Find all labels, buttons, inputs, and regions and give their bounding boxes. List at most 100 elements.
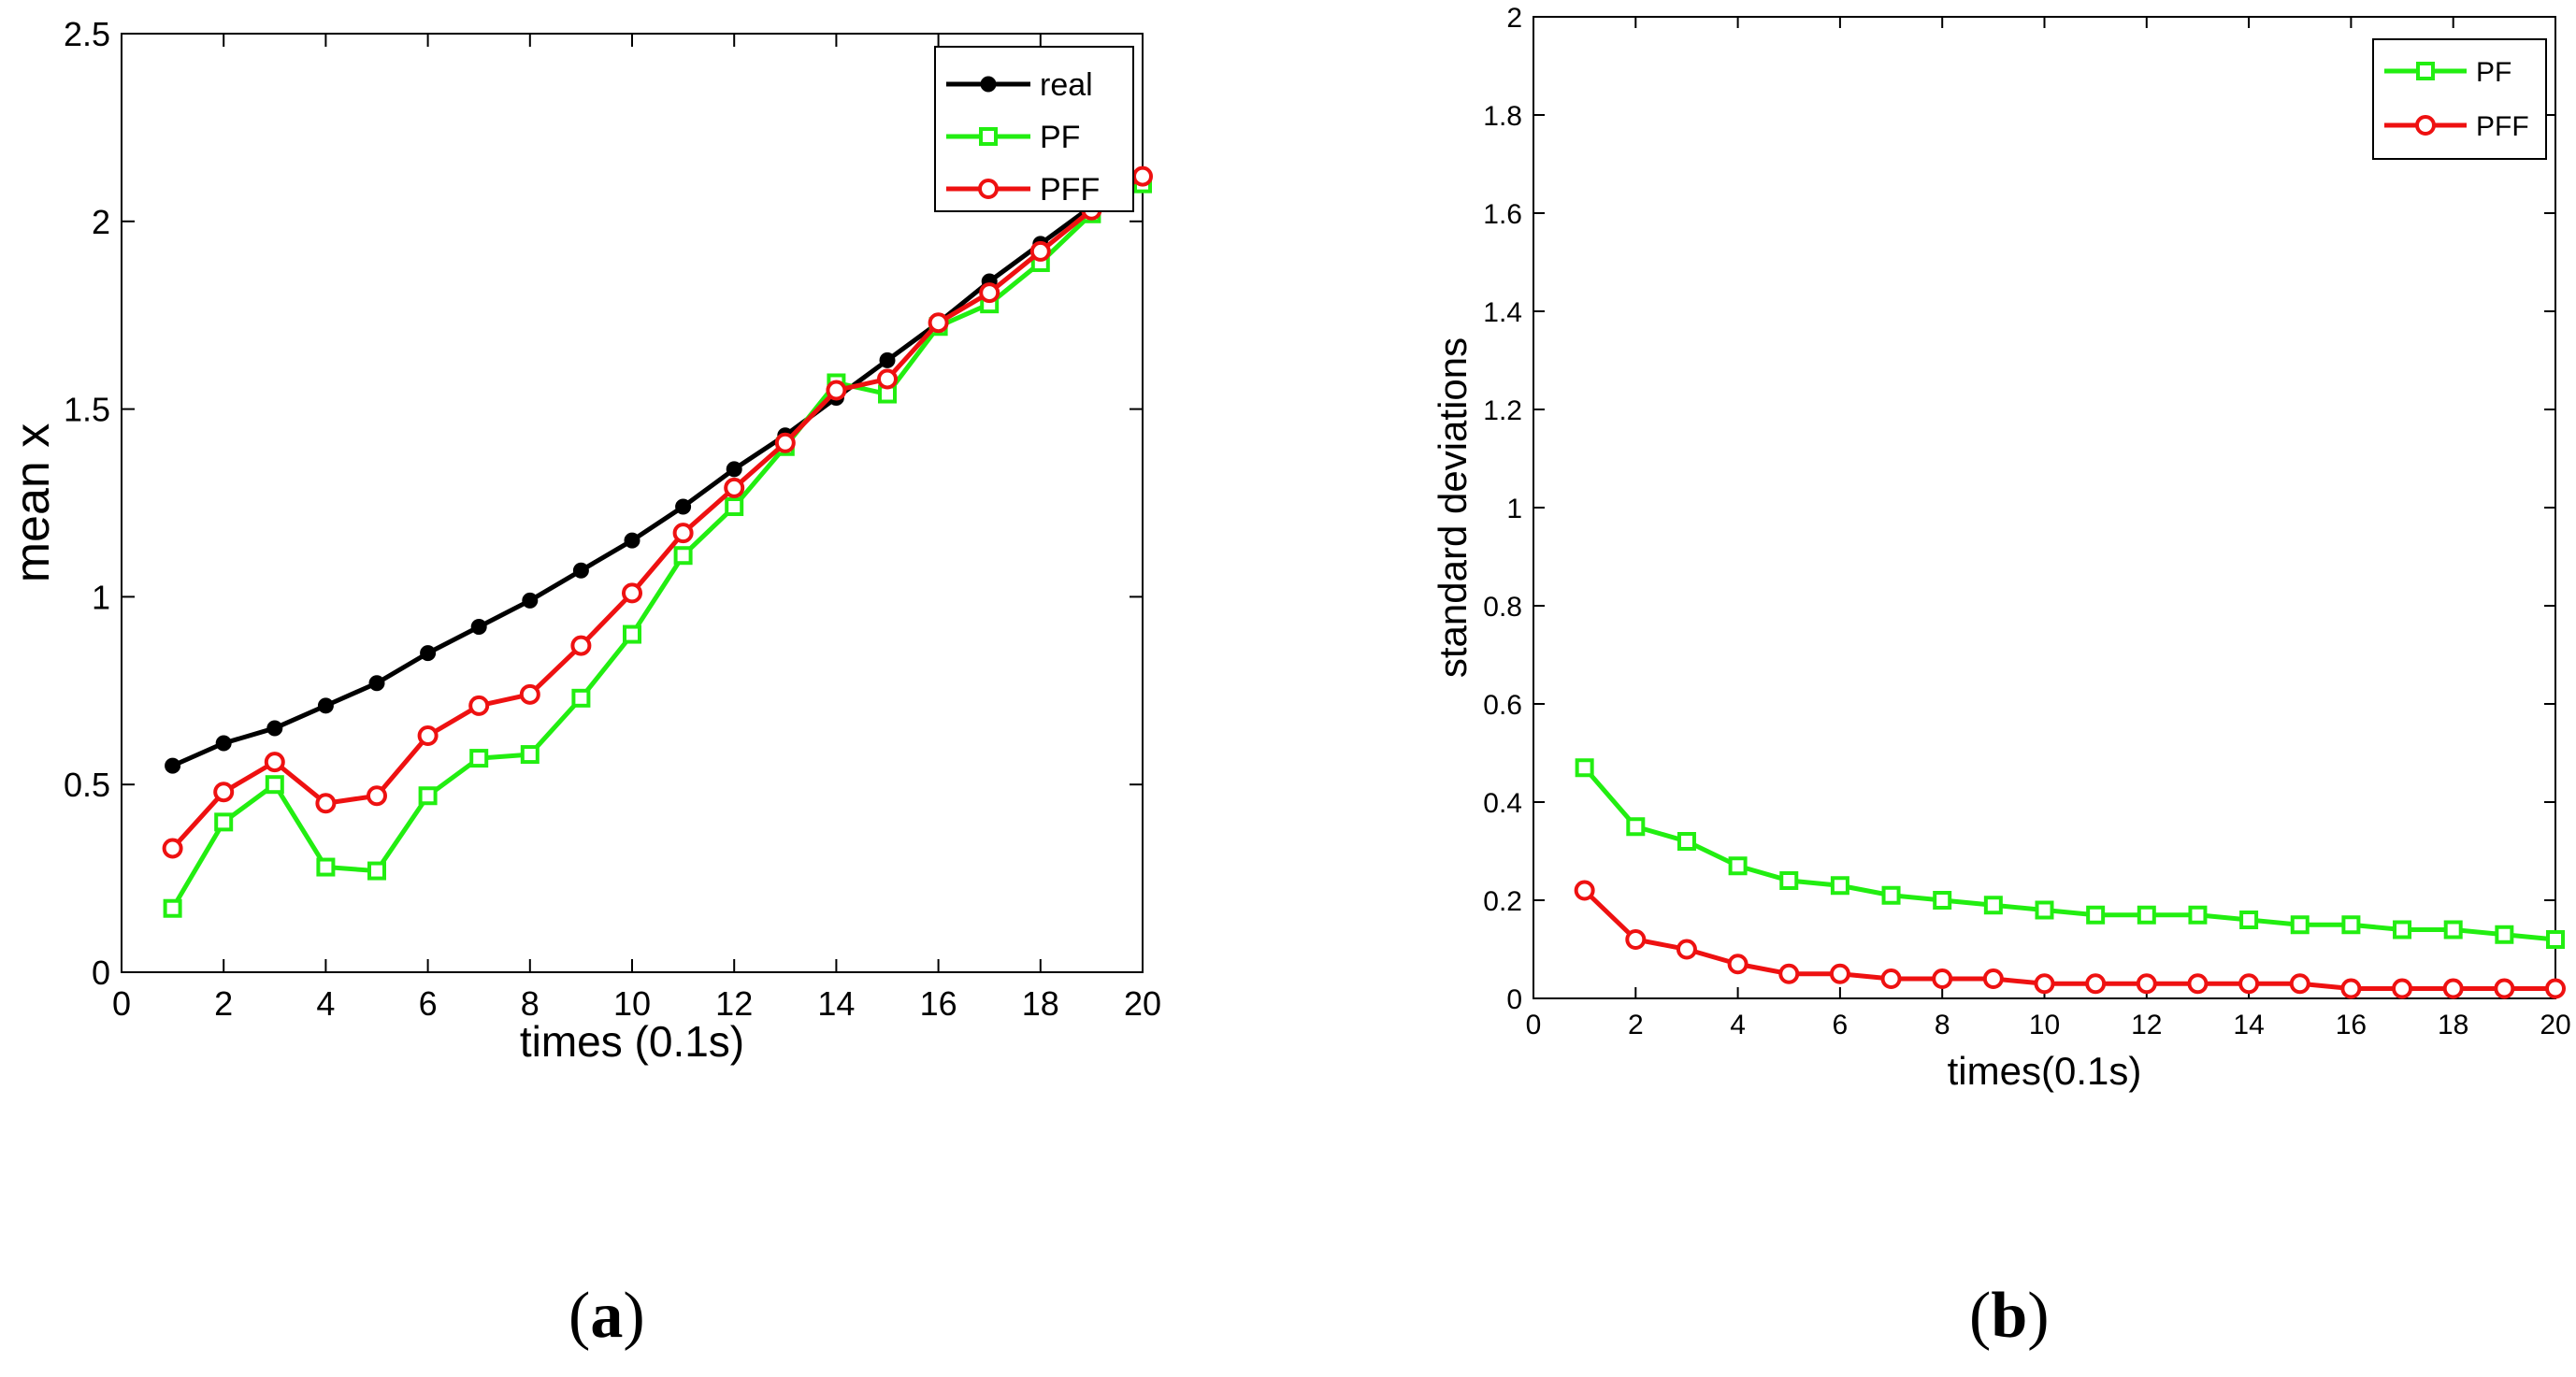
data-point-PFF: [1982, 968, 2004, 989]
y-tick-label: 0.5: [64, 766, 110, 804]
data-point-PF: [571, 688, 591, 708]
data-point-PFF: [1727, 954, 1749, 975]
data-point-PF: [1677, 832, 1696, 851]
y-tick-label: 1: [92, 578, 110, 616]
series-PFF: [1574, 880, 2566, 999]
y-tick-label: 2: [92, 203, 110, 241]
data-point-PF: [2290, 915, 2310, 935]
data-point-PFF: [367, 785, 387, 807]
data-point-PFF: [1880, 968, 1902, 989]
x-tick-label: 6: [1833, 1010, 1849, 1040]
data-point-PF: [418, 786, 438, 806]
data-point-PFF: [622, 582, 642, 604]
data-point-PFF: [979, 282, 1000, 304]
data-point-PF: [367, 861, 386, 881]
data-point-PF: [163, 898, 182, 918]
data-point-real: [266, 720, 283, 737]
data-point-real: [726, 461, 742, 478]
x-tick-label: 0: [112, 984, 131, 1023]
y-tick-label: 1.5: [64, 391, 110, 429]
x-tick-label: 4: [1730, 1010, 1746, 1040]
chart-b: 0 2 4 6 8 10 12 14 16 18 20 0 0.2 0.4 0.6 0.8 1 1.2 1.4 1.6…: [1431, 3, 2571, 1093]
legend-box: [934, 46, 1134, 212]
data-point-PF: [1830, 876, 1849, 896]
data-point-real: [368, 675, 385, 692]
y-axis-label: mean x: [6, 423, 60, 583]
data-point-PF: [2137, 905, 2156, 925]
data-point-PF: [2239, 911, 2259, 929]
data-point-real: [675, 498, 692, 515]
x-axis-label: times(0.1s): [1948, 1049, 2142, 1093]
data-point-real: [165, 757, 181, 774]
data-point-PFF: [2034, 973, 2055, 995]
x-tick-label: 18: [1022, 984, 1059, 1023]
series-real: [165, 176, 1151, 774]
x-tick-label: 16: [920, 984, 957, 1023]
series-PF: [1575, 758, 2565, 949]
data-point-PF: [673, 546, 693, 566]
data-point-PFF: [1574, 880, 1595, 901]
legend-label-PF: PF: [1040, 120, 1080, 155]
data-point-PFF: [2392, 978, 2413, 999]
data-point-PFF: [2442, 978, 2464, 999]
legend-label-PFF: PFF: [2476, 111, 2529, 142]
y-tick-label: 0.4: [1483, 788, 1522, 819]
x-tick-label: 14: [817, 984, 855, 1023]
legend-marker-real: [980, 76, 997, 93]
data-point-PFF: [774, 432, 796, 453]
x-tick-label: 8: [521, 984, 540, 1023]
data-point-PF: [2341, 915, 2361, 935]
data-point-PFF: [570, 635, 592, 656]
legend-marker-PFF: [2415, 115, 2436, 136]
x-tick-label: 10: [613, 984, 651, 1023]
data-point-PFF: [1676, 939, 1697, 960]
series-PFF: [162, 165, 1153, 859]
panel-label-a: (a): [568, 1279, 645, 1354]
y-tick-label: 0.8: [1483, 592, 1522, 623]
data-point-PF: [623, 624, 641, 644]
data-point-PFF: [1829, 963, 1850, 984]
legend-marker-PF: [2416, 62, 2435, 80]
data-point-PF: [469, 749, 489, 768]
y-tick-label: 1.8: [1483, 101, 1522, 132]
y-tick-label: 0.6: [1483, 690, 1522, 721]
data-point-real: [522, 592, 539, 609]
y-axis-label: standard deviations: [1431, 337, 1475, 678]
x-axis-label: times (0.1s): [520, 1017, 744, 1066]
data-point-PFF: [877, 368, 898, 390]
data-point-real: [624, 532, 640, 549]
data-point-real: [215, 735, 232, 752]
data-point-PFF: [1625, 929, 1647, 950]
data-point-PF: [2495, 925, 2514, 944]
legend-label-PF: PF: [2476, 57, 2511, 88]
y-tick-label: 0: [92, 954, 110, 992]
x-tick-label: 12: [715, 984, 753, 1023]
chart-a: 0 2 4 6 8 10 12 14 16 18 20 0 0.5 1 1.5 2 2.5 times (0.1s…: [6, 15, 1161, 1066]
panel-label-b-open: (: [1969, 1280, 1992, 1352]
data-point-PFF: [1132, 165, 1153, 187]
data-point-PF: [1728, 856, 1748, 876]
legend-label-PFF: PFF: [1040, 172, 1100, 208]
x-tick-label: 4: [316, 984, 335, 1023]
data-point-PF: [2393, 920, 2412, 940]
data-point-PFF: [519, 683, 540, 705]
x-tick-label: 16: [2336, 1010, 2367, 1040]
data-point-PF: [265, 775, 284, 795]
data-point-PFF: [1029, 240, 1051, 262]
panel-label-b-close: ): [2027, 1280, 2050, 1352]
data-point-PFF: [672, 523, 694, 544]
data-point-PF: [2035, 900, 2054, 920]
data-point-PF: [725, 497, 744, 517]
panel-label-a-open: (: [568, 1280, 591, 1352]
data-point-real: [470, 619, 487, 636]
data-point-PFF: [213, 782, 235, 803]
data-point-PF: [1881, 885, 1901, 905]
data-point-PF: [316, 857, 336, 877]
legend-marker-PFF: [978, 179, 999, 199]
x-tick-label: 20: [2540, 1010, 2570, 1040]
x-tick-label: 6: [419, 984, 438, 1023]
x-tick-label: 8: [1935, 1010, 1950, 1040]
y-tick-label: 1.6: [1483, 199, 1522, 230]
data-point-PF: [214, 812, 234, 832]
x-tick-label: 2: [1628, 1010, 1644, 1040]
